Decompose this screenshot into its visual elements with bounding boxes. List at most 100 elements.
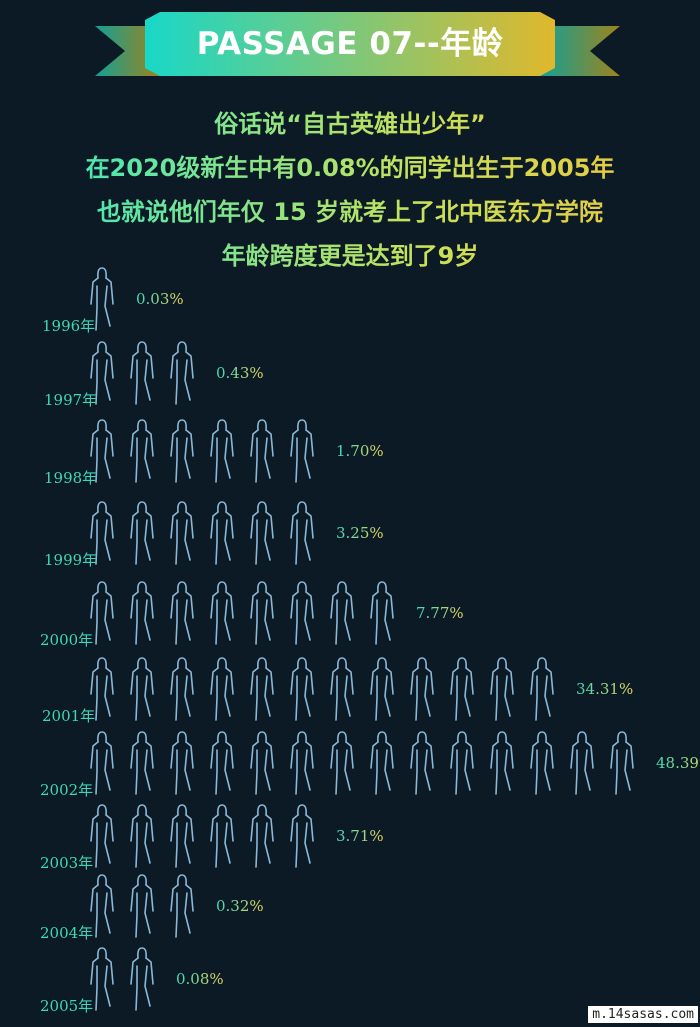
person-figure [490,731,514,795]
title-banner: PASSAGE 07--年龄 [0,0,700,90]
value-label: 0.03% [136,290,184,308]
person-figure [130,804,154,868]
year-label: 1996年 [42,317,95,335]
year-label: 1998年 [44,469,97,487]
year-label: 1997年 [44,391,97,409]
year-row: 1999年 3.25% [44,501,384,569]
person-figure [170,581,194,645]
person-figure [370,657,394,721]
year-row: 1997年 0.43% [44,341,264,409]
person-figure [130,501,154,565]
person-figure [290,657,314,721]
person-figure [130,419,154,483]
person-figure [450,731,474,795]
person-figure [130,731,154,795]
person-figure [90,947,114,1011]
person-figure [90,341,114,405]
person-figure [90,874,114,938]
year-label: 2003年 [40,854,93,872]
person-figure [530,731,554,795]
intro-line-1: 俗话说“自古英雄出少年” [0,102,700,146]
person-figure [130,947,154,1011]
person-figure [570,731,594,795]
person-figure [170,874,194,938]
person-figure [290,731,314,795]
value-label: 34.31% [576,680,633,698]
person-figure [170,419,194,483]
value-label: 0.08% [176,970,224,988]
person-figure [250,581,274,645]
value-label: 48.39% [656,754,700,772]
person-figure [290,501,314,565]
value-label: 0.32% [216,897,264,915]
intro-line-2: 在2020级新生中有0.08%的同学出生于2005年 [0,146,700,190]
person-figure [90,267,114,331]
person-figure [170,731,194,795]
person-figure [330,581,354,645]
person-figure [370,731,394,795]
year-row: 2000年 7.77% [40,581,464,649]
year-row: 1998年 1.70% [44,419,384,487]
value-label: 0.43% [216,364,264,382]
person-figure [490,657,514,721]
person-figure [170,657,194,721]
year-label: 2000年 [40,631,93,649]
person-figure [250,804,274,868]
year-row: 2004年 0.32% [40,874,264,942]
year-row: 2005年 0.08% [40,947,224,1015]
person-figure [90,419,114,483]
person-figure [170,341,194,405]
person-figure [250,657,274,721]
person-figure [130,581,154,645]
year-label: 2002年 [40,781,93,799]
person-figure [90,581,114,645]
person-figure [210,804,234,868]
person-figure [90,731,114,795]
banner-title: PASSAGE 07--年龄 [196,26,504,62]
person-figure [330,731,354,795]
person-figure [250,501,274,565]
person-figure [90,501,114,565]
person-figure [410,731,434,795]
person-figure [530,657,554,721]
person-figure [170,804,194,868]
person-figure [210,657,234,721]
person-figure [210,731,234,795]
person-figure [290,804,314,868]
year-label: 1999年 [44,551,97,569]
person-figure [210,419,234,483]
year-label: 2001年 [42,707,95,725]
person-figure [290,581,314,645]
person-figure [250,731,274,795]
person-figure [330,657,354,721]
person-figure [210,581,234,645]
year-row: 2002年 48.39% [40,731,700,799]
person-figure [410,657,434,721]
year-label: 2005年 [40,997,93,1015]
person-figure [170,501,194,565]
person-figure [450,657,474,721]
value-label: 3.25% [336,524,384,542]
value-label: 7.77% [416,604,464,622]
year-label: 2004年 [40,924,93,942]
intro-line-4: 年龄跨度更是达到了9岁 [0,234,700,278]
intro-line-3: 也就说他们年仅 15 岁就考上了北中医东方学院 [0,190,700,234]
year-row: 2001年 34.31% [42,657,633,725]
banner-ribbon [95,12,620,76]
person-figure [130,874,154,938]
person-figure [610,731,634,795]
year-row: 2003年 3.71% [40,804,384,872]
person-figure [210,501,234,565]
person-figure [90,657,114,721]
intro-text: 俗话说“自古英雄出少年” 在2020级新生中有0.08%的同学出生于2005年 … [0,102,700,278]
value-label: 1.70% [336,442,384,460]
watermark: m.14sasas.com [588,1006,698,1023]
person-figure [130,657,154,721]
person-figure [250,419,274,483]
person-figure [90,804,114,868]
year-row: 1996年 0.03% [42,267,184,335]
person-figure [370,581,394,645]
person-figure [130,341,154,405]
person-figure [290,419,314,483]
